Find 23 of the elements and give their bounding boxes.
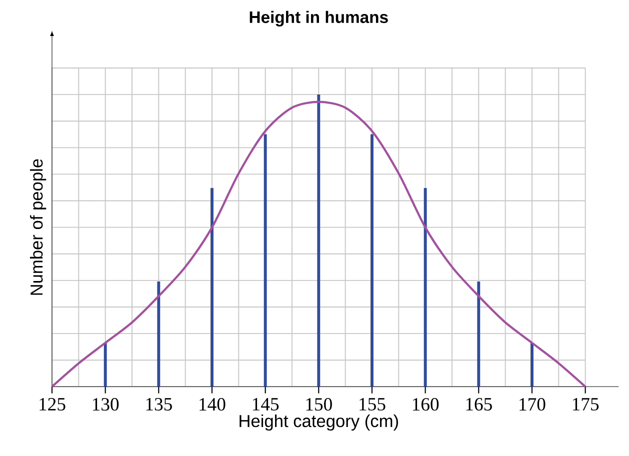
bar — [317, 94, 320, 387]
x-tick-label: 160 — [412, 398, 439, 411]
bar — [210, 188, 214, 387]
x-tick-label: 145 — [252, 398, 279, 411]
bar — [424, 188, 427, 387]
x-axis-title: Height category (cm) — [240, 414, 398, 431]
bar — [264, 134, 267, 387]
x-tick-label: 130 — [92, 398, 119, 411]
x-tick-label: 170 — [520, 398, 546, 411]
y-axis-title: Number of people — [30, 159, 46, 295]
chart-title: Height in humans — [250, 10, 388, 26]
bar — [104, 342, 107, 387]
bar — [370, 134, 374, 387]
x-tick-label: 165 — [466, 398, 492, 411]
bar — [157, 281, 160, 387]
bar — [530, 342, 534, 387]
x-tick-label: 155 — [360, 398, 386, 411]
x-tick-label: 175 — [572, 398, 599, 411]
bar — [477, 281, 480, 387]
x-tick-label: 150 — [306, 398, 332, 411]
x-tick-label: 140 — [200, 398, 226, 411]
x-tick-label: 125 — [40, 398, 66, 411]
x-tick-label: 135 — [146, 398, 172, 411]
